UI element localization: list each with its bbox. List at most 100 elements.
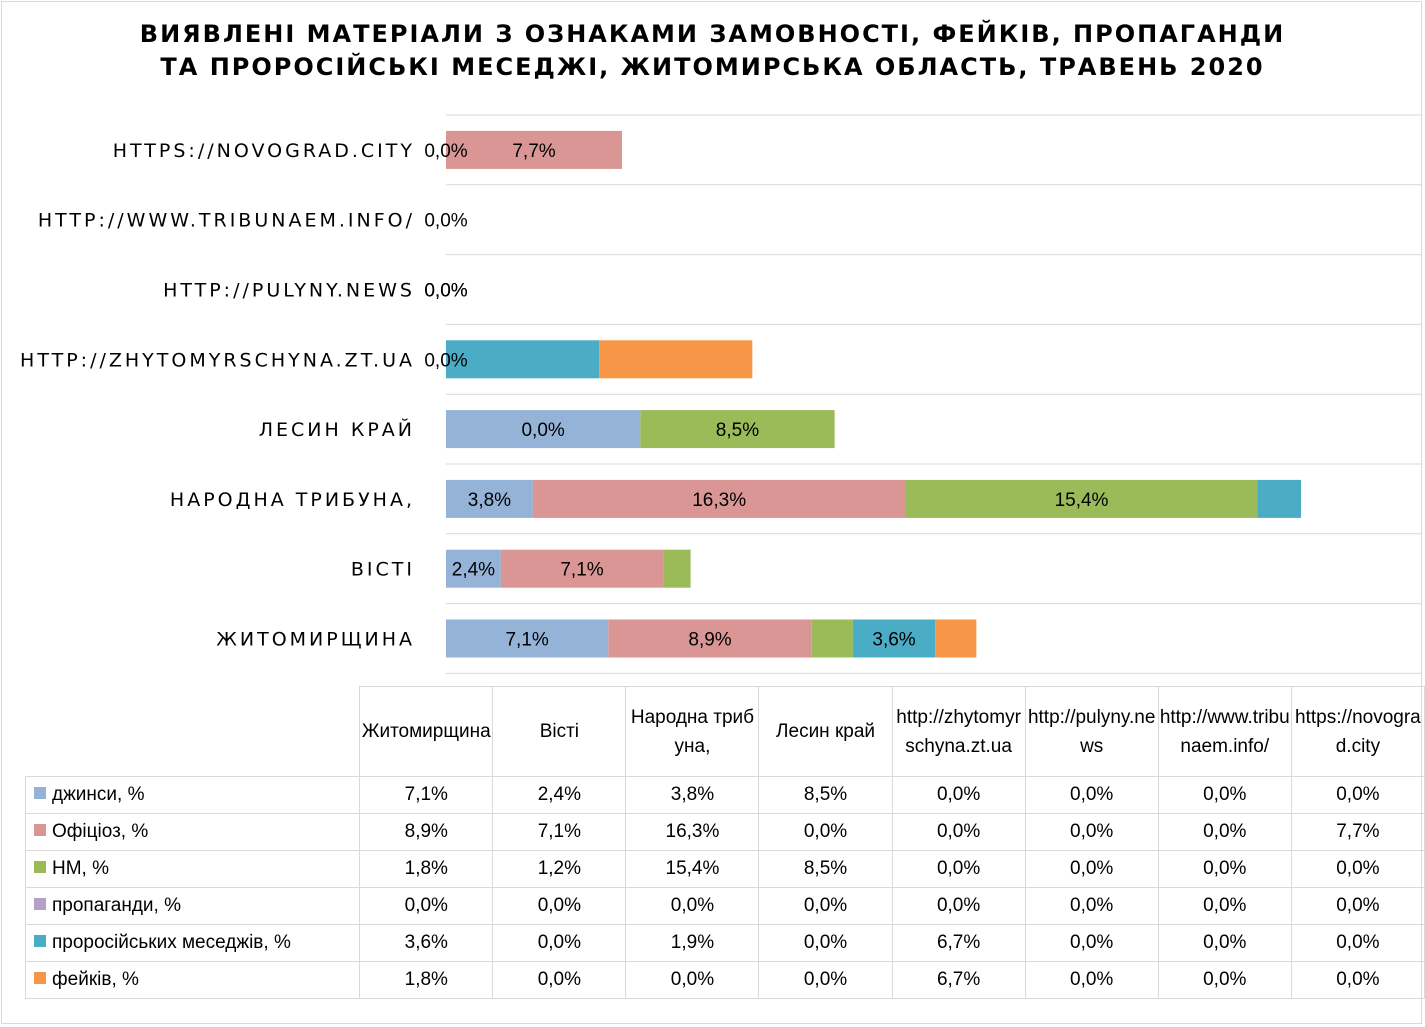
data-label: 0,0% — [424, 281, 467, 302]
data-label: 16,3% — [692, 490, 746, 511]
table-cell: 8,5% — [758, 850, 893, 888]
category-label: ВІСТІ — [351, 559, 415, 581]
table-column-header: http://zhytomyrschyna.zt.ua — [891, 686, 1026, 777]
table-cell: 2,4% — [492, 776, 627, 814]
chart-data-table: Житомирщина Вісті Народна трибуна, Лесин кр… — [24, 686, 1425, 999]
data-label: 2,4% — [452, 560, 495, 581]
category-label: HTTP://ZHYTOMYRSCHYNA.ZT.UA — [20, 349, 415, 371]
table-row: пропаганди, % 0,0% 0,0% 0,0% 0,0% 0,0% 0,0% 0,0… — [24, 887, 1425, 925]
legend-swatch — [34, 971, 46, 984]
data-label: 8,5% — [716, 420, 759, 441]
table-header-row: Житомирщина Вісті Народна трибуна, Лесин кр… — [25, 686, 1425, 777]
bar-офіціоз-1 — [500, 549, 664, 588]
table-cell: 0,0% — [891, 887, 1026, 925]
bar-офіціоз-7 — [446, 130, 623, 169]
table-cell: 0,0% — [1024, 776, 1159, 814]
table-cell: 0,0% — [758, 961, 893, 999]
bar-проросійських-меседжів-2 — [1257, 479, 1301, 518]
table-cell: 1,9% — [625, 924, 760, 962]
table-column-header: http://www.tribunaem.info/ — [1157, 686, 1292, 777]
table-cell: 1,8% — [359, 961, 494, 999]
table-column-header: https://novograd.city — [1290, 686, 1425, 777]
table-cell: 0,0% — [1024, 961, 1159, 999]
table-column-header: Лесин край — [758, 686, 893, 777]
chart-title-line-2: ТА ПРОРОСІЙСЬКІ МЕСЕДЖІ, ЖИТОМИРСЬКА ОБЛ… — [160, 53, 1265, 81]
chart-title-line-1: ВИЯВЛЕНІ МАТЕРІАЛИ З ОЗНАКАМИ ЗАМОВНОСТІ… — [139, 20, 1286, 48]
bar-джинси-3 — [446, 410, 641, 449]
table-cell: 0,0% — [625, 887, 760, 925]
bar-проросійських-меседжів-0 — [852, 619, 936, 658]
legend-label: джинси, % — [52, 784, 145, 805]
table-cell: 3,8% — [625, 776, 760, 814]
table-cell: 8,5% — [758, 776, 893, 814]
data-label: 0,0% — [424, 211, 467, 232]
legend-label: пропаганди, % — [52, 895, 182, 916]
table-cell: 0,0% — [1024, 887, 1159, 925]
table-cell: 0,0% — [891, 850, 1026, 888]
legend-entry: пропаганди, % — [24, 887, 361, 925]
legend-label: Офіціоз, % — [52, 821, 149, 842]
legend-entry: НМ, % — [24, 850, 361, 888]
table-row: НМ, % 1,8% 1,2% 15,4% 8,5% 0,0% 0,0% 0,0% 0,0% — [24, 850, 1425, 888]
bar-офіціоз-0 — [608, 619, 812, 658]
table-row: джинси, % 7,1% 2,4% 3,8% 8,5% 0,0% 0,0% 0,0% 0,0… — [24, 776, 1425, 814]
table-cell: 6,7% — [891, 961, 1026, 999]
table-cell: 0,0% — [758, 887, 893, 925]
data-label: 7,1% — [505, 630, 548, 651]
table-cell: 0,0% — [1157, 813, 1292, 851]
table-cell: 0,0% — [1290, 924, 1425, 962]
bar-фейків-0 — [935, 619, 977, 658]
bars — [446, 130, 1301, 658]
bar-нм-3 — [640, 410, 835, 449]
legend-label: фейків, % — [52, 969, 139, 990]
table-cell: 0,0% — [492, 961, 627, 999]
legend-entry: фейків, % — [24, 961, 361, 999]
bar-джинси-1 — [446, 549, 501, 588]
table-cell: 0,0% — [492, 924, 627, 962]
data-label: 0,0% — [521, 420, 564, 441]
data-label: 15,4% — [1055, 490, 1109, 511]
table-cell: 0,0% — [891, 813, 1026, 851]
data-label: 0,0% — [424, 281, 467, 302]
legend-swatch — [34, 823, 46, 836]
table-cell: 16,3% — [625, 813, 760, 851]
table-cell: 0,0% — [1157, 776, 1292, 814]
table-cell: 0,0% — [1290, 887, 1425, 925]
table-row: фейків, % 1,8% 0,0% 0,0% 0,0% 6,7% 0,0% 0,0% 0,0… — [24, 961, 1425, 999]
bar-джинси-2 — [446, 479, 533, 518]
category-label: HTTP://PULYNY.NEWS — [163, 280, 415, 302]
table-cell: 0,0% — [1157, 961, 1292, 999]
data-label: 3,8% — [468, 490, 511, 511]
data-label: 3,6% — [872, 630, 915, 651]
table-cell: 3,6% — [359, 924, 494, 962]
table-column-header: http://pulyny.news — [1024, 686, 1159, 777]
table-cell: 0,0% — [625, 961, 760, 999]
data-label: 8,9% — [688, 630, 731, 651]
table-cell: 15,4% — [625, 850, 760, 888]
legend-swatch — [34, 934, 46, 947]
chart-title: ВИЯВЛЕНІ МАТЕРІАЛИ З ОЗНАКАМИ ЗАМОВНОСТІ… — [0, 18, 1425, 84]
table-cell: 0,0% — [1290, 961, 1425, 999]
table-cell: 7,7% — [1290, 813, 1425, 851]
table-cell: 0,0% — [359, 887, 494, 925]
table-cell: 0,0% — [1024, 850, 1159, 888]
legend-entry: Офіціоз, % — [24, 813, 361, 851]
table-cell: 0,0% — [1157, 924, 1292, 962]
category-label: НАРОДНА ТРИБУНА, — [170, 489, 415, 511]
table-cell: 0,0% — [758, 924, 893, 962]
table-corner-cell — [25, 686, 361, 777]
category-labels: ЖИТОМИРЩИНА ВІСТІ НАРОДНА ТРИБУНА, ЛЕСИН КР… — [20, 140, 415, 651]
table-body: джинси, % 7,1% 2,4% 3,8% 8,5% 0,0% 0,0% 0,0% 0,0… — [24, 776, 1425, 999]
data-label: 0,0% — [424, 141, 467, 162]
bar-фейків-4 — [599, 340, 753, 379]
table-cell: 8,9% — [359, 813, 494, 851]
category-label: HTTP://WWW.TRIBUNAEM.INFO/ — [38, 210, 415, 232]
legend-entry: джинси, % — [24, 776, 361, 814]
table-cell: 0,0% — [1157, 850, 1292, 888]
table-cell: 0,0% — [758, 813, 893, 851]
data-label: 7,7% — [512, 141, 555, 162]
bar-нм-2 — [905, 479, 1258, 518]
bar-проросійських-меседжів-4 — [446, 340, 600, 379]
